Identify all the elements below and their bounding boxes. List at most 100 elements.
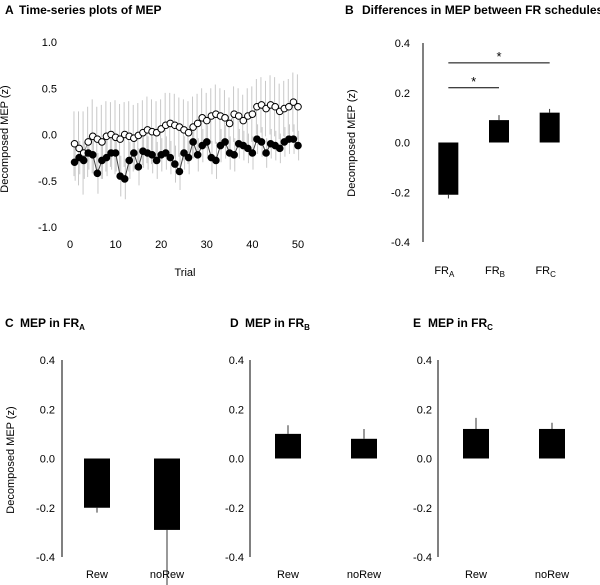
panel-a-point-filled bbox=[262, 149, 270, 157]
panel-a-point-open bbox=[289, 98, 298, 106]
panel-a-point-filled bbox=[148, 151, 156, 159]
panel-b-xtick: FRC bbox=[535, 265, 556, 279]
panel-a-point-open bbox=[193, 119, 202, 128]
panel-a-point-open bbox=[285, 102, 293, 111]
panel-a-point-open bbox=[294, 102, 302, 111]
panel-a-point-filled bbox=[294, 141, 302, 150]
panel-e-ytick: -0.2 bbox=[413, 503, 432, 515]
panel-a-point-filled bbox=[193, 151, 202, 159]
panel-c-plot: -0.4 -0.2 0.0 0.2 0.4 Rew noRew bbox=[36, 355, 184, 585]
panel-e-ytick: 0.0 bbox=[417, 454, 432, 466]
panel-b-xtick-sub: B bbox=[500, 270, 505, 279]
panel-a-point-open bbox=[271, 102, 280, 111]
panel-d-ytick: 0.0 bbox=[229, 454, 244, 466]
panel-a-plot: -1.0 -0.5 0.0 0.5 1.0 0 10 20 30 40 50 bbox=[38, 37, 304, 251]
panel-a-point-filled bbox=[79, 156, 88, 165]
panel-d-letter: D bbox=[230, 316, 239, 330]
panel-b-signif-star: * bbox=[496, 49, 501, 64]
panel-d-bar bbox=[351, 438, 377, 459]
panel-a-xtick: 30 bbox=[201, 239, 213, 251]
panel-a-ytick: 0.5 bbox=[42, 83, 57, 95]
panel-a-xtick: 40 bbox=[246, 239, 258, 251]
panel-d-ytick: 0.2 bbox=[229, 404, 244, 416]
panel-e-ytick: 0.2 bbox=[417, 404, 432, 416]
panel-a-point-filled bbox=[93, 169, 102, 178]
panel-c-title-main: MEP in FR bbox=[20, 316, 79, 330]
panel-b-xtick-sub: A bbox=[449, 270, 455, 279]
panel-a-point-filled bbox=[70, 158, 79, 167]
panel-a-point-filled bbox=[166, 153, 175, 162]
panel-a-letter: A bbox=[5, 3, 14, 17]
panel-a-point-filled bbox=[89, 151, 97, 159]
panel-a-point-filled bbox=[120, 175, 129, 183]
panel-c-title: MEP in FRA bbox=[20, 316, 85, 332]
panel-a-title: Time-series plots of MEP bbox=[19, 3, 161, 17]
panel-b-xtick-main: FR bbox=[535, 265, 550, 277]
panel-a-ytick: -0.5 bbox=[38, 176, 57, 188]
panel-a-ytick: 1.0 bbox=[42, 37, 57, 49]
panel-b-xtick: FRA bbox=[434, 265, 455, 279]
panel-b-xtick-main: FR bbox=[485, 265, 500, 277]
panel-a-ytick: -1.0 bbox=[38, 222, 57, 234]
panel-c-ytick: 0.0 bbox=[40, 454, 55, 466]
panel-a-point-filled bbox=[180, 149, 188, 157]
panel-c-xtick: noRew bbox=[150, 569, 184, 581]
panel-a-xtick: 20 bbox=[155, 239, 167, 251]
panel-a-point-filled bbox=[161, 149, 170, 157]
panel-c-bar bbox=[84, 458, 110, 508]
panel-a-point-filled bbox=[134, 163, 143, 171]
panel-a-point-filled bbox=[248, 149, 257, 157]
panel-c: C MEP in FRA -0.4 -0.2 0.0 0.2 0.4 Rew noRew D… bbox=[5, 316, 184, 585]
panel-e-title-main: MEP in FR bbox=[428, 316, 487, 330]
panel-b-ylabel: Decomposed MEP (z) bbox=[346, 89, 358, 196]
panel-b-bar bbox=[539, 112, 560, 143]
panel-a-point-filled bbox=[212, 156, 220, 165]
panel-b-ytick: -0.2 bbox=[391, 187, 410, 199]
panel-a-point-filled bbox=[152, 156, 161, 165]
panel-e-bar bbox=[463, 428, 489, 459]
panel-c-ytick: 0.4 bbox=[40, 355, 55, 367]
panel-e-ytick: -0.4 bbox=[413, 552, 432, 564]
panel-a-point-filled bbox=[230, 151, 238, 159]
panel-c-bar bbox=[154, 458, 180, 530]
panel-a-xtick: 10 bbox=[109, 239, 121, 251]
panel-a-point-open bbox=[70, 139, 79, 148]
panel-b-title: Differences in MEP between FR schedules bbox=[362, 3, 600, 17]
panel-a-xtick: 50 bbox=[292, 239, 304, 251]
panel-e-title-sub: C bbox=[487, 323, 493, 332]
panel-a-point-open bbox=[75, 144, 83, 153]
panel-b-bar bbox=[489, 120, 509, 143]
panel-c-ylabel: Decomposed MEP (z) bbox=[5, 406, 17, 513]
panel-e-title: MEP in FRC bbox=[428, 316, 493, 332]
panel-a-point-filled bbox=[275, 144, 284, 153]
panel-b-xtick-sub: C bbox=[550, 270, 556, 279]
panel-a-point-open bbox=[248, 110, 257, 118]
panel-a-point-filled bbox=[171, 160, 179, 168]
panel-d: D MEP in FRB -0.4 -0.2 0.0 0.2 0.4 Rew noRew bbox=[225, 316, 381, 581]
panel-e-xtick: Rew bbox=[465, 569, 487, 581]
panel-a-point-filled bbox=[184, 153, 193, 162]
panel-a-point-filled bbox=[102, 153, 111, 162]
panel-a-xlabel: Trial bbox=[175, 267, 196, 279]
panel-a-point-open bbox=[221, 114, 229, 122]
panel-a: A Time-series plots of MEP -1.0 -0.5 0.0 0.… bbox=[0, 3, 304, 279]
panel-e: E MEP in FRC -0.4 -0.2 0.0 0.2 0.4 Rew noRew bbox=[413, 316, 569, 581]
panel-d-title-sub: B bbox=[304, 323, 310, 332]
panel-b-xtick: FRB bbox=[485, 265, 505, 279]
panel-d-xtick: noRew bbox=[347, 569, 381, 581]
panel-b: B Differences in MEP between FR schedule… bbox=[345, 3, 600, 279]
panel-b-ytick: -0.4 bbox=[391, 237, 410, 249]
panel-b-ytick: 0.2 bbox=[395, 88, 410, 100]
panel-d-ytick: 0.4 bbox=[229, 355, 244, 367]
panel-c-title-sub: A bbox=[79, 323, 85, 332]
panel-a-point-open bbox=[225, 119, 234, 128]
panel-a-point-open bbox=[84, 138, 93, 146]
panel-b-letter: B bbox=[345, 3, 354, 17]
panel-e-xtick: noRew bbox=[535, 569, 569, 581]
panel-a-point-filled bbox=[289, 135, 298, 143]
panel-d-xtick: Rew bbox=[277, 569, 299, 581]
panel-d-ytick: -0.4 bbox=[225, 552, 244, 564]
panel-b-ytick: 0.4 bbox=[395, 38, 410, 50]
panel-a-ylabel: Decomposed MEP (z) bbox=[0, 85, 11, 192]
